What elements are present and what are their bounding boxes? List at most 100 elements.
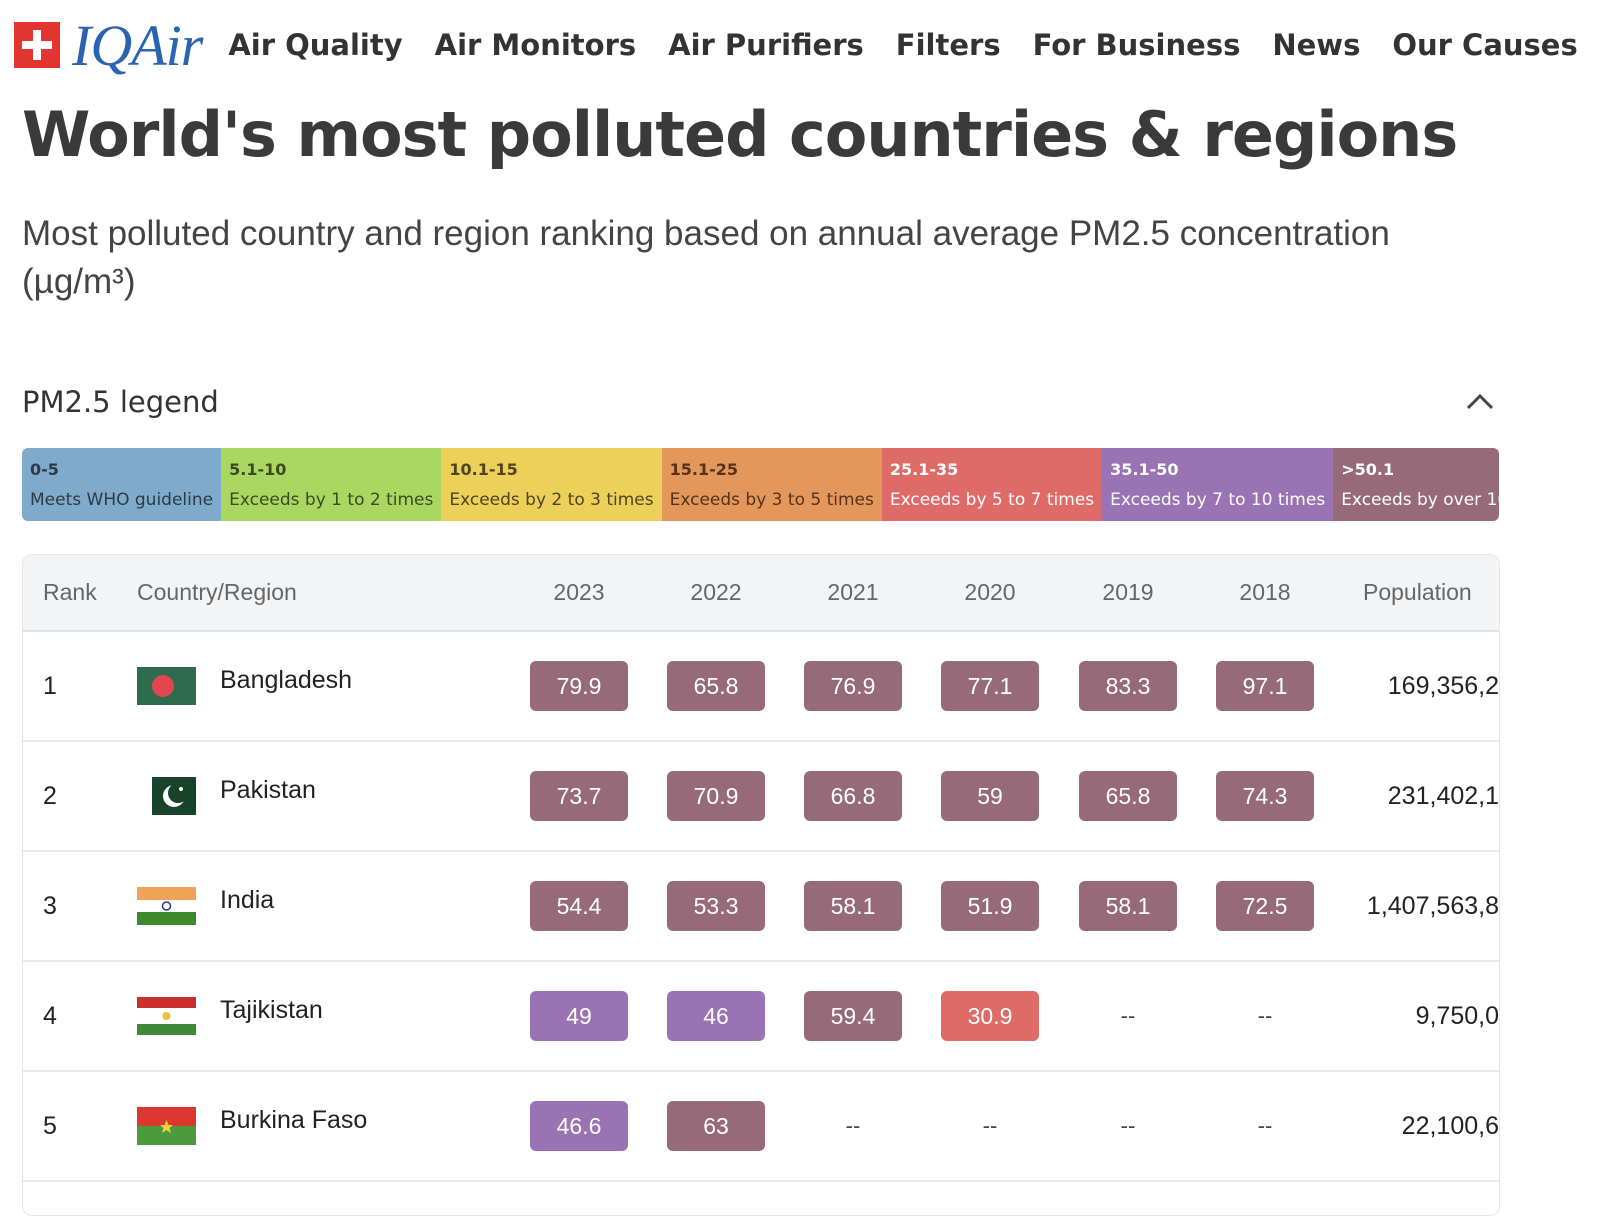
logo-text: IQAir [72,14,203,76]
column-header: 2023 [553,579,605,605]
value-cell: 79.9 [530,632,628,740]
legend-item: >50.1 Exceeds by over 10 times [1333,448,1499,521]
pm25-badge: 77.1 [941,661,1039,711]
legend-title: PM2.5 legend [22,385,219,419]
country-cell: Burkina Faso [137,1072,367,1180]
legend-label: Exceeds by 3 to 5 times [669,490,874,510]
legend-range: >50.1 [1341,460,1395,479]
population: 22,100,6 [1203,1072,1499,1180]
no-data: -- [1120,1003,1136,1028]
country-name[interactable]: Bangladesh [220,665,353,694]
column-header: 2021 [827,579,879,605]
flag [137,997,196,1035]
nav-link[interactable]: For Business [1032,28,1241,62]
population: 169,356,2 [1203,632,1499,740]
page-subtitle: Most polluted country and region ranking… [22,214,1390,301]
legend-item: 0-5 Meets WHO guideline [22,448,222,521]
nav-link[interactable]: Air Monitors [434,28,637,62]
pm25-badge: 66.8 [804,771,902,821]
column-header: 2019 [1102,579,1154,605]
pm25-badge: 59 [941,771,1039,821]
value-cell: 76.9 [804,632,902,740]
nav-link[interactable]: Air Purifiers [668,28,864,62]
value-cell: -- [1216,962,1314,1070]
rank: 4 [43,1001,57,1030]
table-row: 5 Burkina Faso 46.6 63 -- -- -- -- 22,100,6 [23,1072,1499,1182]
nav-link[interactable]: Filters [895,28,1001,62]
legend-label: Exceeds by 1 to 2 times [229,490,434,510]
value-cell: 63 [667,1072,765,1180]
value-cell: 65.8 [1079,742,1177,850]
legend-range: 35.1-50 [1110,460,1179,479]
no-data: -- [1120,1113,1136,1138]
value-cell: -- [1079,1072,1177,1180]
pm25-badge: 53.3 [667,881,765,931]
pm25-badge: 49 [530,991,628,1041]
legend-item: 25.1-35 Exceeds by 5 to 7 times [881,448,1103,521]
flag [152,777,196,815]
pm25-badge: 63 [667,1101,765,1151]
value-cell: 46 [667,962,765,1070]
pm25-badge: 30.9 [941,991,1039,1041]
table-row: 2 Pakistan 73.7 70.9 66.8 59 65.8 74.3 231,402,1 [23,742,1499,852]
pm25-badge: 46 [667,991,765,1041]
nav-link[interactable]: News [1272,28,1361,62]
table-row: 1 Bangladesh 79.9 65.8 76.9 77.1 83.3 97.1 169,3… [23,632,1499,742]
value-cell: 77.1 [941,632,1039,740]
table-header: Rank Country/Region 2023 2022 2021 2020 2019 20… [23,555,1499,632]
column-header: 2018 [1239,579,1291,605]
logo[interactable]: IQAir [14,14,203,76]
column-header: Country/Region [137,579,297,605]
page-title: World's most polluted countries & region… [22,98,1458,171]
legend-bar: 0-5 Meets WHO guideline 5.1-10 Exceeds by 1… [22,448,1499,521]
pm25-badge: 58.1 [804,881,902,931]
value-cell: -- [941,1072,1039,1180]
legend-range: 10.1-15 [449,460,518,479]
value-cell: 59.4 [804,962,902,1070]
country-cell: India [137,852,274,960]
top-nav: IQAir Air Quality Air Monitors Air Purifie… [14,14,1598,76]
value-cell: 73.7 [530,742,628,850]
rank: 3 [43,891,57,920]
population-value: 231,402,1 [1387,781,1499,810]
value-cell: 72.5 [1216,852,1314,960]
country-name[interactable]: Burkina Faso [220,1105,368,1134]
value-cell: 66.8 [804,742,902,850]
value-cell: 58.1 [1079,852,1177,960]
country-cell: Bangladesh [137,632,352,740]
country-name[interactable]: India [220,885,275,914]
value-cell: 70.9 [667,742,765,850]
pm25-badge: 74.3 [1216,771,1314,821]
nav-link[interactable]: Our Causes [1392,28,1578,62]
population-value: 22,100,6 [1401,1111,1499,1140]
legend-label: Exceeds by over 10 times [1341,490,1499,510]
rank: 2 [43,781,57,810]
pm25-badge: 76.9 [804,661,902,711]
no-data: -- [982,1113,998,1138]
pm25-badge: 58.1 [1079,881,1177,931]
rank: 5 [43,1111,57,1140]
pm25-badge: 46.6 [530,1101,628,1151]
legend-range: 5.1-10 [229,460,287,479]
legend-label: Exceeds by 7 to 10 times [1110,490,1326,510]
no-data: -- [845,1113,861,1138]
flag [137,887,196,925]
collapse-toggle[interactable] [1466,392,1494,412]
country-name[interactable]: Pakistan [220,775,316,804]
value-cell: 49 [530,962,628,1070]
value-cell: 74.3 [1216,742,1314,850]
value-cell: 46.6 [530,1072,628,1180]
population-value: 1,407,563,8 [1366,891,1499,920]
legend-range: 15.1-25 [669,460,738,479]
value-cell: -- [1216,1072,1314,1180]
country-name[interactable]: Tajikistan [220,995,323,1024]
pm25-badge: 54.4 [530,881,628,931]
rank: 1 [43,671,57,700]
value-cell: 97.1 [1216,632,1314,740]
pm25-badge: 83.3 [1079,661,1177,711]
no-data: -- [1257,1113,1273,1138]
flag [137,667,196,705]
nav-link[interactable]: Air Quality [228,28,403,62]
ranking-table: Rank Country/Region 2023 2022 2021 2020 2019 20… [22,554,1500,1216]
